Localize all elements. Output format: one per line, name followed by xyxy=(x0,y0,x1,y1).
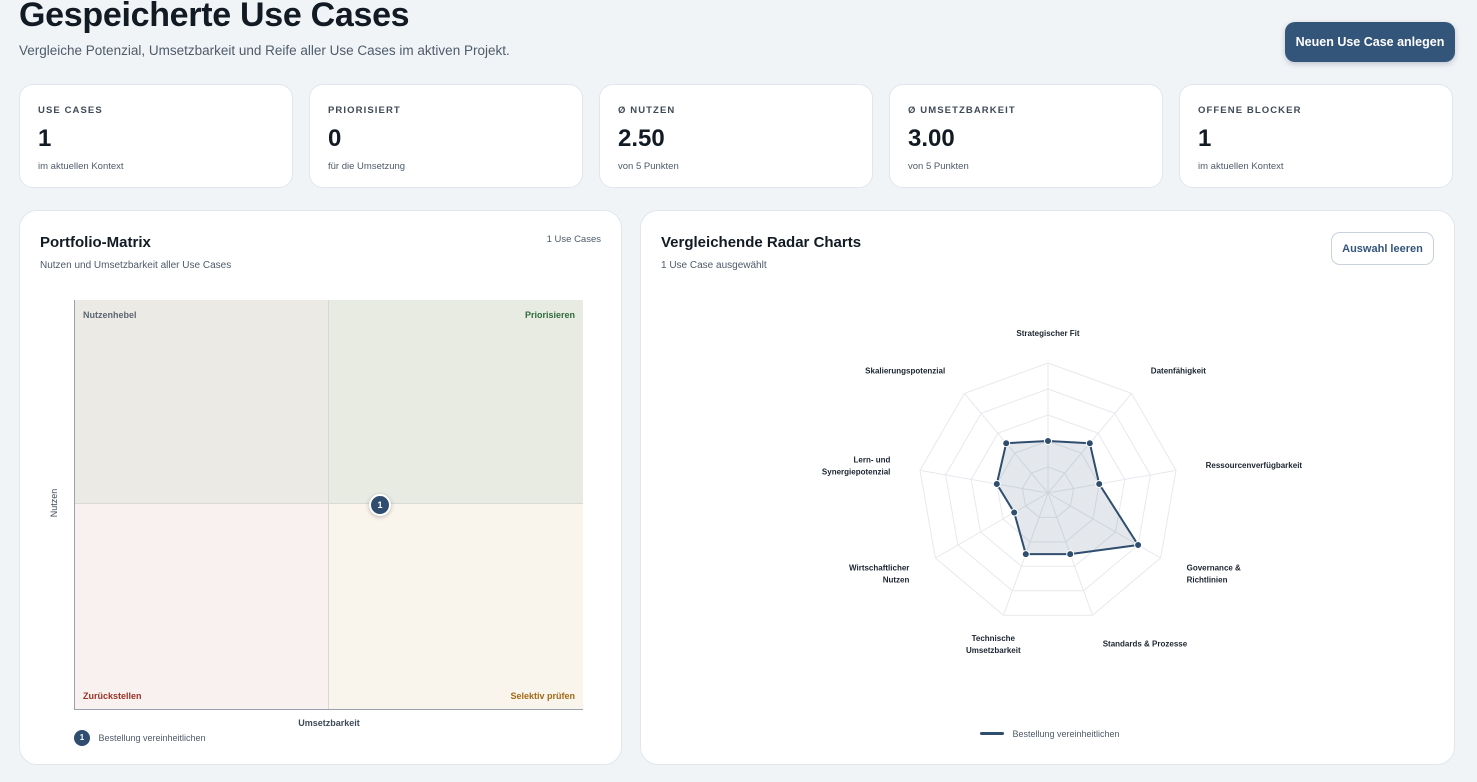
radar-panel: Vergleichende Radar Charts 1 Use Case au… xyxy=(640,210,1455,765)
stat-card-nutzen: Ø NUTZEN 2.50 von 5 Punkten xyxy=(599,84,873,188)
radar-grid-ring xyxy=(996,440,1100,543)
page-subtitle: Vergleiche Potenzial, Umsetzbarkeit und … xyxy=(19,43,510,58)
radar-spoke xyxy=(935,492,1049,559)
radar-axis-label: Ressourcenverfügbarkeit xyxy=(1206,461,1303,470)
radar-grid-ring xyxy=(1021,466,1075,518)
radar-axis-label: Technische Umsetzbarkeit xyxy=(966,634,1021,655)
quadrant-label-zurueckstellen: Zurückstellen xyxy=(83,691,142,701)
legend-label: Bestellung vereinheitlichen xyxy=(1012,728,1120,739)
legend-line xyxy=(980,732,1004,736)
stat-note: im aktuellen Kontext xyxy=(38,161,124,172)
stat-label: PRIORISIERT xyxy=(328,105,401,116)
radar-axis-label: Lern- und Synergiepotenzial xyxy=(822,456,891,477)
radar-spoke xyxy=(919,469,1049,494)
radar-point xyxy=(992,480,1001,488)
radar-axis-label: Skalierungspotenzial xyxy=(865,366,945,375)
radar-point xyxy=(1066,550,1075,559)
radar-series-area xyxy=(995,440,1140,556)
axis-y-text: Nutzen xyxy=(49,488,59,518)
panel-title: Vergleichende Radar Charts xyxy=(661,234,862,251)
radar-point xyxy=(1095,480,1104,488)
page-title: Gespeicherte Use Cases xyxy=(19,0,410,34)
radar-point xyxy=(1134,541,1143,549)
axis-x-label: Umsetzbarkeit xyxy=(298,718,360,728)
panel-subtitle: Nutzen und Umsetzbarkeit aller Use Cases xyxy=(40,260,232,271)
radar-axis-label: Standards & Prozesse xyxy=(1103,639,1188,648)
radar-axis-label: Wirtschaftlicher Nutzen xyxy=(849,564,909,585)
legend-label: Bestellung vereinheitlichen xyxy=(98,732,206,743)
stat-label: Ø NUTZEN xyxy=(618,105,676,116)
stat-label: Ø UMSETZBARKEIT xyxy=(908,105,1016,116)
stat-value: 1 xyxy=(38,125,52,152)
quadrant-nutzenhebel xyxy=(75,300,329,504)
radar-legend: Bestellung vereinheitlichen xyxy=(980,725,1120,743)
radar-point xyxy=(1044,437,1052,445)
radar-point xyxy=(1010,508,1019,517)
radar-point xyxy=(1085,439,1094,448)
radar-spoke xyxy=(1047,469,1177,494)
stat-note: von 5 Punkten xyxy=(908,161,969,172)
stat-card-blocker: OFFENE BLOCKER 1 im aktuellen Kontext xyxy=(1179,84,1453,188)
radar-grid-ring xyxy=(945,388,1151,592)
radar-axis-label: Datenfähigkeit xyxy=(1151,366,1206,375)
radar-spoke xyxy=(1047,492,1161,559)
quadrant-priorisieren xyxy=(329,300,583,504)
radar-point xyxy=(1002,439,1011,448)
stat-card-use-cases: USE CASES 1 im aktuellen Kontext xyxy=(19,84,293,188)
panel-subtitle: 1 Use Case ausgewählt xyxy=(661,260,767,271)
panel-title: Portfolio-Matrix xyxy=(40,234,151,251)
legend-marker: 1 xyxy=(74,729,90,746)
stat-note: für die Umsetzung xyxy=(328,161,406,172)
quadrant-label-selektiv: Selektiv prüfen xyxy=(510,691,575,701)
stat-value: 3.00 xyxy=(908,125,955,152)
radar-chart: Strategischer Fit Datenfähigkeit Ressource… xyxy=(822,329,1303,655)
radar-axis-label: Governance & Richtlinien xyxy=(1187,564,1241,585)
matrix-point[interactable]: 1 xyxy=(369,493,391,516)
stat-label: OFFENE BLOCKER xyxy=(1198,105,1302,116)
use-case-count: 1 Use Cases xyxy=(546,234,601,245)
stat-value: 1 xyxy=(1198,125,1212,152)
quadrant-label-nutzenhebel: Nutzenhebel xyxy=(83,310,137,320)
stat-label: USE CASES xyxy=(38,105,103,116)
clear-selection-button[interactable]: Auswahl leeren xyxy=(1331,232,1434,265)
quadrant-selektiv xyxy=(329,504,583,709)
radar-grid-ring xyxy=(919,362,1177,616)
quadrant-label-priorisieren: Priorisieren xyxy=(524,310,575,320)
stat-card-priorisiert: PRIORISIERT 0 für die Umsetzung xyxy=(309,84,583,188)
vertical-divider xyxy=(328,300,329,709)
stat-value: 0 xyxy=(328,125,342,152)
matrix-legend: 1 Bestellung vereinheitlichen xyxy=(74,729,206,746)
radar-axis-label: Strategischer Fit xyxy=(1016,329,1079,338)
stat-value: 2.50 xyxy=(618,125,665,152)
new-use-case-button[interactable]: Neuen Use Case anlegen xyxy=(1285,22,1455,62)
stat-note: im aktuellen Kontext xyxy=(1198,161,1284,172)
quadrant-zurueckstellen xyxy=(75,504,329,709)
radar-grid-ring xyxy=(970,414,1126,567)
stat-card-umsetzbarkeit: Ø UMSETZBARKEIT 3.00 von 5 Punkten xyxy=(889,84,1163,188)
radar-point xyxy=(1021,550,1030,559)
stat-note: von 5 Punkten xyxy=(618,161,679,172)
horizontal-divider xyxy=(75,503,583,504)
portfolio-panel: Portfolio-Matrix Nutzen und Umsetzbarkei… xyxy=(19,210,622,765)
portfolio-matrix: Nutzenhebel Priorisieren Zurückstellen S… xyxy=(74,300,583,710)
